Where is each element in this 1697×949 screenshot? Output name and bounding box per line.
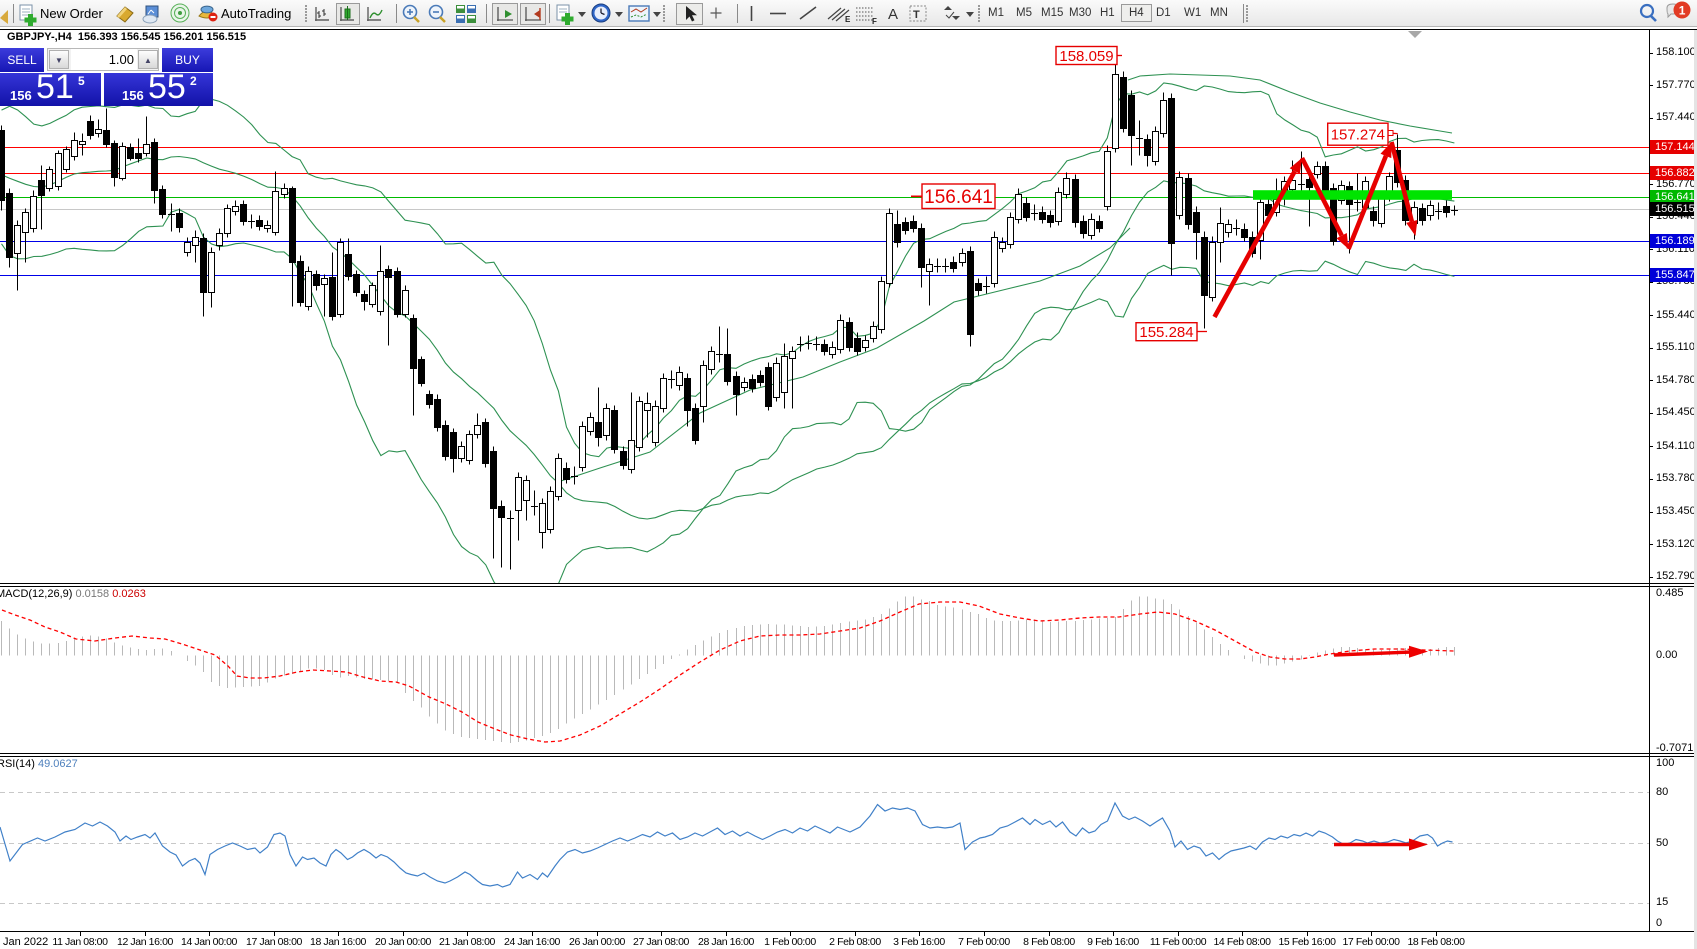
svg-text:157.274: 157.274: [1331, 127, 1385, 144]
svg-text:E: E: [845, 15, 851, 24]
svg-text:T: T: [913, 9, 920, 21]
svg-text:1: 1: [1679, 4, 1686, 18]
svg-text:156.641: 156.641: [924, 187, 993, 208]
svg-text:New Order: New Order: [40, 6, 104, 21]
svg-text:AutoTrading: AutoTrading: [221, 6, 291, 21]
svg-text:155.284: 155.284: [1139, 324, 1193, 341]
svg-text:F: F: [872, 17, 877, 26]
svg-text:158.059: 158.059: [1059, 48, 1113, 65]
svg-text:A: A: [888, 6, 898, 23]
